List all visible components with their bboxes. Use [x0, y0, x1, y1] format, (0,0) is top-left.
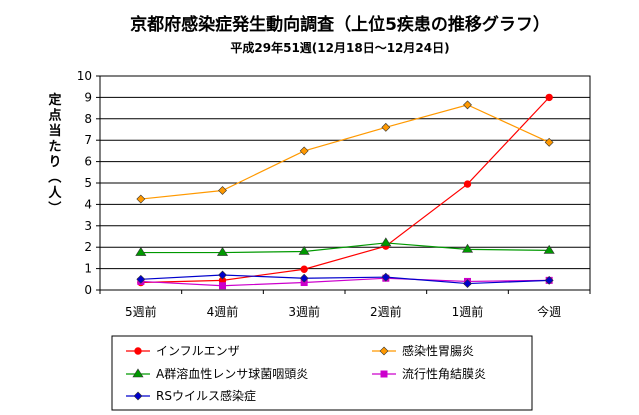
data-point [545, 93, 553, 102]
y-tick-label: 0 [84, 283, 92, 297]
data-point [543, 244, 555, 254]
y-axis-label-char: 定 [47, 92, 61, 108]
data-point [463, 100, 472, 110]
x-tick-label: 1週前 [452, 304, 484, 319]
legend-item: 流行性角結膜炎 [372, 367, 486, 381]
x-tick-label: 2週前 [370, 304, 402, 319]
x-tick-label: 4週前 [207, 304, 239, 319]
chart-title: 京都府感染症発生動向調査（上位5疾患の推移グラフ） [130, 14, 550, 35]
legend-item: 感染性胃腸炎 [372, 343, 474, 358]
x-tick-label: 5週前 [125, 304, 157, 319]
y-tick-label: 5 [84, 176, 92, 190]
legend-label: RSウイルス感染症 [156, 388, 256, 403]
data-point [299, 146, 309, 156]
y-tick-label: 7 [84, 133, 92, 147]
y-axis-label-char: 当 [48, 123, 61, 139]
y-tick-label: 8 [84, 112, 92, 126]
legend-label: インフルエンザ [156, 344, 240, 358]
data-point [298, 245, 310, 255]
plot-area: 0 1 2 3 4 5 6 7 8 9 10 5週前 4週前 3週前 2週前 1週前 今週 [77, 69, 591, 319]
y-axis-label-char: （ [46, 170, 62, 183]
legend-marker [134, 347, 142, 355]
y-axis-label-char: ） [46, 201, 62, 214]
data-point [381, 272, 391, 282]
y-axis-label-char: り [48, 155, 61, 170]
chart-subtitle: 平成29年51週(12月18日～12月24日) [230, 40, 449, 55]
series-line-0 [140, 96, 550, 284]
legend-item: A群溶血性レンサ球菌咽頭炎 [126, 366, 308, 381]
legend-box [111, 335, 533, 411]
data-point [216, 246, 229, 256]
data-point [219, 282, 226, 290]
data-point [136, 274, 146, 284]
data-point [463, 279, 472, 289]
y-axis-label-char: 人 [48, 185, 62, 201]
data-point [136, 194, 146, 204]
y-axis-label-char: 点 [48, 108, 61, 124]
y-tick-label: 2 [84, 240, 92, 254]
data-point [299, 273, 309, 283]
series-line-2 [140, 242, 550, 254]
data-point [544, 275, 554, 285]
y-tick-label: 4 [84, 197, 92, 211]
data-point [218, 270, 227, 280]
y-axis-label-char: た [48, 140, 61, 155]
legend-item: RSウイルス感染症 [126, 388, 256, 403]
y-tick-label: 3 [84, 219, 92, 233]
legend-label: 流行性角結膜炎 [402, 367, 486, 381]
legend: インフルエンザ 感染性胃腸炎 A群溶血性レンサ球菌咽頭炎 流行性角結膜炎 RSウイルス感… [111, 335, 533, 411]
x-tick-label: 3週前 [288, 304, 320, 319]
legend-marker [379, 346, 389, 356]
data-point [380, 237, 392, 247]
y-tick-label: 9 [84, 90, 92, 104]
data-point [300, 265, 308, 273]
y-tick-label: 6 [84, 155, 92, 169]
series-line-4 [140, 274, 550, 285]
legend-marker [380, 370, 388, 378]
data-point [218, 186, 227, 195]
legend-marker [133, 391, 143, 401]
series-line-1 [140, 104, 550, 200]
data-point [544, 137, 554, 147]
data-point [463, 180, 472, 188]
data-point [461, 243, 474, 253]
data-point [135, 246, 147, 256]
y-tick-label: 1 [84, 262, 92, 276]
legend-label: 感染性胃腸炎 [402, 343, 474, 358]
data-point [381, 122, 391, 132]
legend-label: A群溶血性レンサ球菌咽頭炎 [156, 366, 308, 381]
legend-item: インフルエンザ [126, 344, 240, 358]
y-tick-label: 10 [77, 69, 92, 83]
series-line-3 [140, 277, 550, 287]
x-tick-label: 今週 [537, 304, 561, 319]
legend-marker [132, 368, 144, 378]
